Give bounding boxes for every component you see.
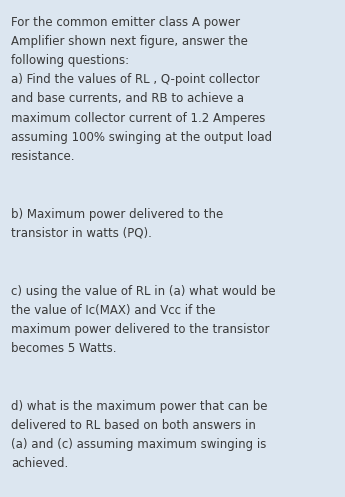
Text: maximum collector current of 1.2 Amperes: maximum collector current of 1.2 Amperes bbox=[11, 111, 265, 125]
Text: Amplifier shown next figure, answer the: Amplifier shown next figure, answer the bbox=[11, 35, 248, 48]
Text: d) what is the maximum power that can be: d) what is the maximum power that can be bbox=[11, 400, 267, 413]
Text: transistor in watts (PQ).: transistor in watts (PQ). bbox=[11, 227, 152, 240]
Text: assuming 100% swinging at the output load: assuming 100% swinging at the output loa… bbox=[11, 131, 272, 144]
Text: b) Maximum power delivered to the: b) Maximum power delivered to the bbox=[11, 208, 223, 221]
Text: achieved.: achieved. bbox=[11, 457, 68, 471]
Text: (a) and (c) assuming maximum swinging is: (a) and (c) assuming maximum swinging is bbox=[11, 438, 266, 451]
Text: a) Find the values of RL , Q-point collector: a) Find the values of RL , Q-point colle… bbox=[11, 73, 260, 86]
Text: following questions:: following questions: bbox=[11, 54, 129, 67]
Text: maximum power delivered to the transistor: maximum power delivered to the transisto… bbox=[11, 323, 269, 336]
Text: For the common emitter class A power: For the common emitter class A power bbox=[11, 16, 240, 29]
Text: c) using the value of RL in (a) what would be: c) using the value of RL in (a) what wou… bbox=[11, 285, 276, 298]
Text: resistance.: resistance. bbox=[11, 150, 76, 163]
Text: becomes 5 Watts.: becomes 5 Watts. bbox=[11, 342, 117, 355]
Text: delivered to RL based on both answers in: delivered to RL based on both answers in bbox=[11, 419, 256, 432]
Text: the value of Ic(MAX) and Vcc if the: the value of Ic(MAX) and Vcc if the bbox=[11, 304, 216, 317]
Text: and base currents, and RB to achieve a: and base currents, and RB to achieve a bbox=[11, 92, 244, 105]
